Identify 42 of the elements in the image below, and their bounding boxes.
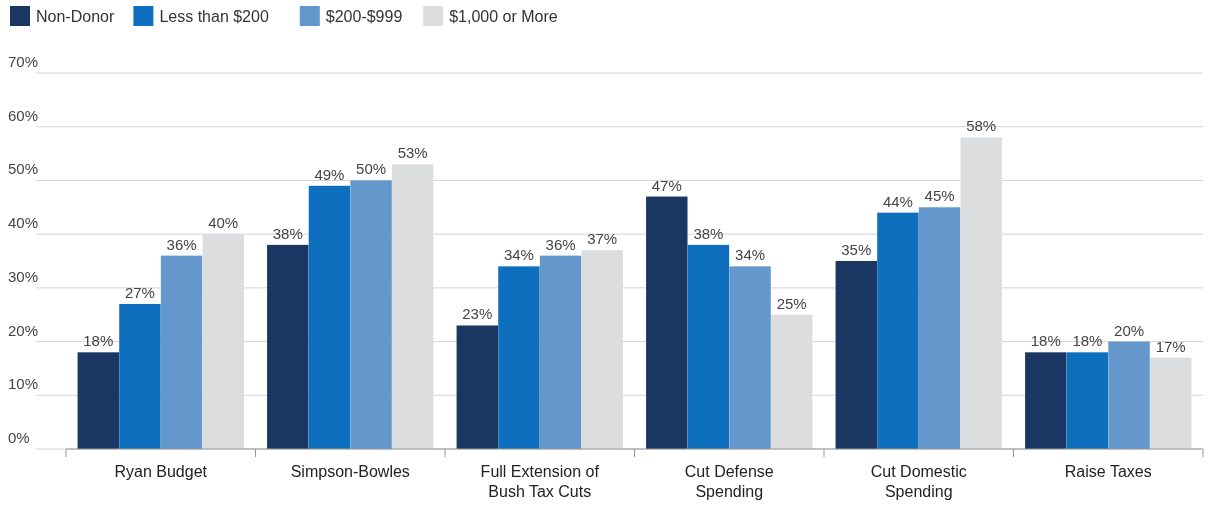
data-label: 38% [693, 224, 724, 242]
x-tick-label: Cut Domestic Spending [870, 463, 967, 500]
legend-label: Less than $200 [159, 8, 269, 25]
y-tick-label: 50% [8, 160, 39, 178]
y-tick-label: 70% [8, 53, 39, 70]
x-tick-label: Simpson-Bowles [290, 463, 410, 480]
x-tick-label: Raise Taxes [1064, 463, 1152, 480]
data-label: 53% [397, 144, 428, 162]
data-label: 34% [735, 246, 766, 264]
y-tick-label: 10% [8, 375, 39, 393]
data-label: 49% [314, 165, 345, 183]
data-label: 44% [882, 192, 913, 210]
data-label: 35% [841, 241, 872, 258]
data-label: 58% [966, 117, 997, 135]
x-tick-label: Cut Defense Spending [684, 463, 774, 500]
data-label: 34% [503, 246, 534, 264]
legend-label: $200-$999 [325, 8, 403, 25]
data-label: 47% [651, 176, 682, 194]
data-label: 36% [166, 235, 197, 253]
y-tick-label: 20% [8, 321, 39, 339]
y-tick-label: 30% [8, 267, 39, 285]
data-label: 18% [83, 332, 114, 350]
data-label: 20% [1114, 321, 1145, 339]
data-label: 50% [356, 160, 387, 178]
data-label: 25% [776, 294, 807, 312]
data-label: 23% [462, 305, 493, 323]
data-label: 18% [1030, 332, 1061, 350]
x-tick-label: Ryan Budget [114, 463, 208, 480]
data-label: 36% [545, 235, 576, 253]
data-label: 40% [208, 214, 239, 232]
data-label: 45% [924, 187, 955, 205]
legend-label: $1,000 or More [449, 8, 558, 25]
y-tick-label: 40% [8, 214, 39, 232]
data-label: 38% [272, 224, 303, 242]
legend-label: Non-Donor [36, 8, 115, 25]
data-label: 27% [124, 283, 155, 301]
y-tick-label: 60% [8, 106, 39, 124]
y-tick-label: 0% [8, 429, 30, 446]
data-label: 37% [587, 230, 618, 248]
x-tick-label: Full Extension of Bush Tax Cuts [480, 463, 600, 500]
data-label: 17% [1155, 337, 1186, 355]
data-label: 18% [1072, 332, 1103, 350]
